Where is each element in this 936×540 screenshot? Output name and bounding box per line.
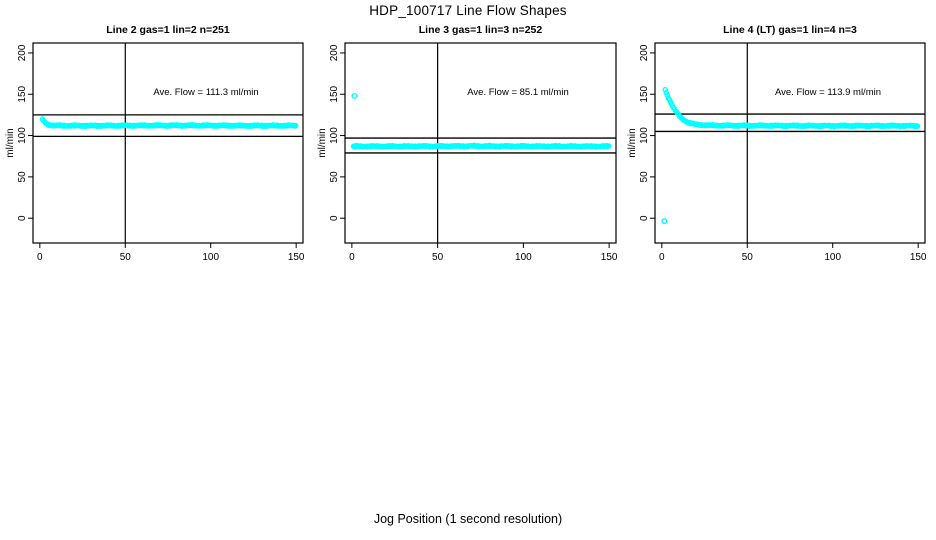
- ave-flow-annotation-line2: Ave. Flow = 111.3 ml/min: [153, 87, 259, 98]
- x-tick-label: 150: [910, 252, 927, 263]
- outlier-point: [661, 218, 668, 225]
- y-tick-label: 150: [17, 85, 28, 102]
- data-point: [606, 143, 612, 149]
- plot-box: [654, 42, 926, 244]
- y-tick-label: 0: [17, 215, 28, 221]
- data-point: [914, 123, 921, 129]
- y-tick-label: 200: [17, 44, 28, 61]
- x-tick-label: 0: [659, 252, 665, 263]
- x-axis-label: Jog Position (1 second resolution): [373, 512, 563, 526]
- y-tick-label: 200: [329, 44, 340, 61]
- x-tick-label: 0: [349, 252, 355, 263]
- data-point: [664, 92, 671, 98]
- y-tick-label: 50: [329, 171, 340, 183]
- y-tick-label: 200: [639, 44, 650, 61]
- y-tick-label: 50: [17, 171, 28, 183]
- panel-title-line2: Line 2 gas=1 lin=2 n=251: [106, 24, 230, 36]
- ave-flow-annotation-line4: Ave. Flow = 113.9 ml/min: [774, 87, 882, 98]
- x-tick-label: 100: [824, 252, 841, 263]
- data-point: [662, 86, 669, 93]
- plot-box: [32, 42, 304, 244]
- y-tick-label: 100: [639, 127, 650, 144]
- panel-title-line4: Line 4 (LT) gas=1 lin=4 n=3: [723, 24, 857, 36]
- x-tick-label: 50: [432, 252, 444, 263]
- x-tick-label: 150: [601, 252, 618, 263]
- x-tick-label: 50: [120, 252, 132, 263]
- y-tick-label: 0: [329, 215, 340, 221]
- y-axis-title: ml/min: [5, 128, 16, 157]
- data-point: [292, 122, 299, 129]
- y-tick-label: 0: [639, 215, 650, 221]
- y-tick-label: 150: [329, 85, 340, 102]
- plots-canvas: 0 50 100 150 200 0 50 100 150 ml/min 0 50 100 150 200 0…: [5, 42, 927, 263]
- y-axis-title: ml/min: [627, 128, 638, 157]
- x-tick-label: 100: [202, 252, 219, 263]
- x-tick-label: 0: [37, 252, 43, 263]
- y-tick-label: 100: [329, 127, 340, 144]
- y-tick-label: 150: [639, 85, 650, 102]
- plot-box: [344, 42, 617, 244]
- x-tick-label: 150: [288, 252, 305, 263]
- figure-title: HDP_100717 Line Flow Shapes: [369, 3, 567, 18]
- y-tick-label: 100: [17, 127, 28, 144]
- outlier-point: [351, 92, 358, 99]
- x-tick-label: 50: [742, 252, 754, 263]
- x-tick-label: 100: [515, 252, 532, 263]
- ave-flow-annotation-line3: Ave. Flow = 85.1 ml/min: [467, 87, 569, 98]
- y-axis-title: ml/min: [317, 128, 328, 157]
- panel-title-line3: Line 3 gas=1 lin=3 n=252: [418, 24, 543, 36]
- y-tick-label: 50: [639, 171, 650, 183]
